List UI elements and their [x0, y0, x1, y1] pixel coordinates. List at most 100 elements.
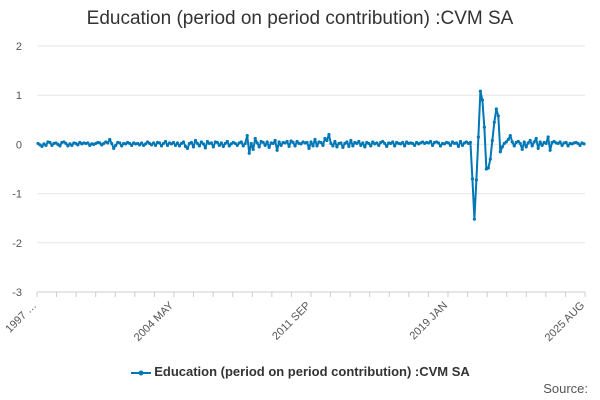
data-point[interactable]: [261, 140, 265, 145]
data-point[interactable]: [151, 141, 156, 145]
data-point[interactable]: [349, 138, 353, 143]
data-point[interactable]: [357, 139, 361, 144]
data-point[interactable]: [66, 144, 70, 148]
data-point[interactable]: [235, 143, 239, 147]
data-point[interactable]: [546, 135, 550, 139]
data-point[interactable]: [560, 143, 564, 147]
data-point[interactable]: [76, 143, 80, 147]
data-point[interactable]: [195, 141, 200, 146]
data-point[interactable]: [263, 143, 267, 147]
data-point[interactable]: [249, 141, 253, 146]
data-point[interactable]: [227, 144, 231, 148]
data-point[interactable]: [217, 143, 221, 147]
data-point[interactable]: [470, 177, 475, 181]
data-point[interactable]: [211, 145, 215, 149]
data-point[interactable]: [233, 141, 237, 146]
data-point[interactable]: [474, 178, 478, 182]
data-point[interactable]: [371, 140, 375, 144]
data-point[interactable]: [161, 141, 166, 146]
data-point[interactable]: [291, 140, 295, 145]
data-point[interactable]: [522, 140, 526, 144]
data-point[interactable]: [106, 141, 110, 145]
data-point[interactable]: [494, 107, 498, 111]
data-point[interactable]: [393, 144, 397, 148]
data-point[interactable]: [524, 145, 528, 149]
data-point[interactable]: [518, 141, 522, 146]
data-point[interactable]: [86, 141, 90, 145]
data-point[interactable]: [175, 141, 180, 145]
data-point[interactable]: [177, 144, 182, 148]
data-point[interactable]: [526, 141, 530, 145]
data-point[interactable]: [516, 139, 520, 144]
data-point[interactable]: [181, 140, 186, 144]
data-point[interactable]: [112, 146, 116, 150]
data-point[interactable]: [243, 141, 247, 146]
data-point[interactable]: [257, 145, 261, 149]
data-point[interactable]: [225, 139, 229, 144]
data-point[interactable]: [530, 144, 534, 148]
data-point[interactable]: [540, 143, 544, 147]
data-point[interactable]: [223, 141, 227, 146]
data-point[interactable]: [253, 136, 257, 141]
data-point[interactable]: [544, 141, 548, 146]
data-point[interactable]: [506, 137, 510, 142]
data-point[interactable]: [98, 141, 102, 145]
data-point[interactable]: [381, 139, 385, 144]
data-point[interactable]: [486, 166, 490, 170]
data-point[interactable]: [401, 140, 405, 145]
data-point[interactable]: [345, 140, 349, 144]
data-point[interactable]: [528, 138, 532, 143]
data-point[interactable]: [239, 140, 243, 144]
data-point[interactable]: [205, 139, 209, 144]
data-point[interactable]: [480, 98, 484, 102]
data-point[interactable]: [267, 145, 271, 149]
data-point[interactable]: [468, 140, 473, 145]
data-point[interactable]: [488, 157, 492, 161]
data-point[interactable]: [159, 144, 164, 148]
data-point[interactable]: [58, 144, 62, 148]
data-point[interactable]: [311, 144, 315, 148]
data-point[interactable]: [327, 132, 331, 137]
data-point[interactable]: [512, 144, 516, 148]
data-point[interactable]: [369, 144, 373, 148]
data-point[interactable]: [313, 137, 317, 142]
data-point[interactable]: [191, 145, 196, 149]
data-point[interactable]: [245, 133, 249, 138]
data-point[interactable]: [532, 140, 536, 144]
data-point[interactable]: [64, 141, 68, 146]
data-point[interactable]: [325, 138, 329, 143]
data-point[interactable]: [385, 144, 389, 148]
data-point[interactable]: [331, 144, 335, 148]
data-point[interactable]: [287, 144, 291, 148]
data-point[interactable]: [120, 144, 124, 148]
data-point[interactable]: [279, 143, 283, 147]
data-point[interactable]: [251, 147, 255, 151]
data-point[interactable]: [215, 140, 219, 145]
data-point[interactable]: [520, 147, 524, 151]
data-point[interactable]: [44, 143, 48, 147]
data-point[interactable]: [140, 141, 144, 145]
data-point[interactable]: [504, 140, 508, 144]
data-point[interactable]: [351, 144, 355, 148]
data-point[interactable]: [293, 144, 297, 148]
data-point[interactable]: [446, 141, 451, 145]
data-point[interactable]: [536, 146, 540, 150]
data-point[interactable]: [359, 143, 363, 147]
data-point[interactable]: [496, 114, 500, 118]
data-point[interactable]: [534, 136, 538, 141]
data-point[interactable]: [456, 144, 461, 148]
data-point[interactable]: [277, 140, 281, 144]
data-point[interactable]: [128, 141, 132, 146]
data-point[interactable]: [321, 143, 325, 147]
data-point[interactable]: [299, 142, 303, 146]
data-point[interactable]: [403, 144, 407, 148]
legend[interactable]: Education (period on period contribution…: [0, 364, 600, 379]
data-point[interactable]: [40, 144, 44, 148]
data-point[interactable]: [472, 217, 476, 221]
data-point[interactable]: [144, 142, 148, 146]
data-point[interactable]: [508, 133, 512, 138]
data-point[interactable]: [391, 140, 395, 144]
data-point[interactable]: [490, 138, 494, 143]
data-point[interactable]: [50, 143, 54, 147]
data-point[interactable]: [183, 144, 188, 148]
